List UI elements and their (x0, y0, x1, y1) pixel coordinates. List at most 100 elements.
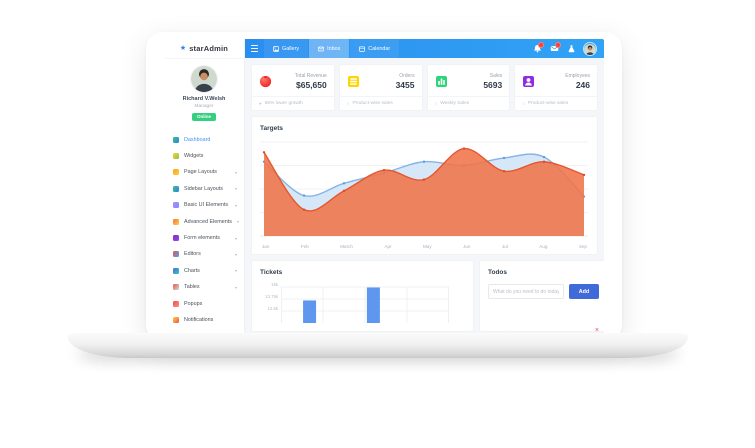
sidebar-item-label: Popups (184, 300, 203, 307)
sidebar-item-label: Charts (184, 267, 200, 274)
sidebar-item-sidebar-layouts[interactable]: Sidebar Layouts ▾ (173, 181, 244, 197)
form-elements-icon (173, 235, 179, 242)
avatar[interactable] (191, 66, 217, 92)
tab-gallery[interactable]: Gallery (264, 39, 309, 58)
todo-input[interactable] (488, 284, 564, 299)
sidebar-item-label: Notifications (184, 316, 214, 323)
bell-icon[interactable] (533, 42, 544, 53)
sidebar-item-page-layouts[interactable]: Page Layouts ▾ (173, 164, 244, 180)
todo-add-row: Add (488, 284, 599, 299)
sidebar-item-label: Basic UI Elements (184, 202, 229, 209)
sidebar-item-basic-ui-elements[interactable]: Basic UI Elements ▾ (173, 197, 244, 213)
stat-card-total-revenue: Total Revenue $65,650 ● 65% lower growth (252, 65, 334, 110)
stat-card-orders: Orders 3455 ○ Product-wise sales (339, 65, 422, 110)
x-tick-label: Jun (463, 244, 471, 249)
laptop-screen: ★ starAdmin Richard V.Welsh Manager (146, 32, 622, 341)
status-badge: Online (191, 112, 216, 121)
sidebar-item-editors[interactable]: Editors ▾ (173, 246, 244, 262)
stat-footer-text: Product-wise sales (352, 101, 393, 106)
tickets-card: Tickets 15k 13.75k 12.5k (252, 261, 473, 331)
tab-label: Inbox (327, 45, 341, 52)
stat-footer: ● 65% lower growth (252, 96, 334, 110)
sidebar-item-popups[interactable]: Popups (173, 295, 244, 311)
stat-card-sales: Sales 5693 ○ Weekly Sales (427, 65, 510, 110)
stat-label: Sales (489, 73, 503, 79)
stat-value: 3455 (395, 80, 415, 90)
chevron-down-icon: ▾ (234, 268, 237, 274)
brand-logo[interactable]: ★ starAdmin (164, 39, 244, 59)
chevron-down-icon: ▾ (234, 186, 237, 192)
top-navbar: Gallery Inbox Calendar (245, 39, 604, 58)
stat-footer-text: Weekly Sales (440, 101, 470, 106)
stat-footer-text: Product-wise sales (527, 101, 569, 106)
messages-icon[interactable] (550, 42, 561, 53)
navbar-actions (533, 39, 604, 58)
mail-icon (318, 46, 324, 51)
tab-inbox[interactable]: Inbox (309, 39, 350, 58)
stat-top: Orders 3455 (340, 65, 422, 96)
stat-text: Total Revenue $65,650 (295, 73, 327, 90)
sidebar-item-charts[interactable]: Charts ▾ (173, 263, 244, 279)
main-column: Gallery Inbox Calendar Total Revenue $65,65… (245, 39, 604, 340)
hamburger-menu-icon[interactable] (245, 39, 263, 58)
chevron-down-icon: ▾ (234, 202, 237, 208)
sidebar-item-label: Page Layouts (184, 169, 217, 176)
notification-badge (538, 42, 544, 48)
chevron-down-icon: ▾ (234, 284, 237, 290)
stat-top: Total Revenue $65,650 (252, 65, 334, 96)
sidebar-item-label: Dashboard (184, 136, 211, 143)
sidebar-item-widgets[interactable]: Widgets (173, 148, 244, 164)
stat-value: 5693 (483, 80, 503, 90)
x-tick-label: Feb (300, 244, 309, 249)
stat-card-employees: Employees 246 ○ Product-wise sales (515, 65, 597, 110)
star-icon: ★ (179, 45, 187, 52)
stat-text: Employees 246 (565, 73, 590, 90)
sidebar-item-advanced-elements[interactable]: Advanced Elements ▾ (173, 213, 244, 229)
sales-icon (435, 76, 447, 87)
x-tick-label: Sep (578, 244, 587, 249)
laptop-base (68, 333, 688, 358)
targets-x-axis: Jan Feb March Apr May Jun Jul Aug Sep (260, 242, 589, 249)
sidebar-item-tables[interactable]: Tables ▾ (173, 279, 244, 295)
sidebar-item-label: Form elements (184, 235, 220, 242)
sidebar-item-label: Editors (184, 251, 201, 258)
sidebar-item-dashboard[interactable]: Dashboard (173, 132, 244, 148)
employees-icon (523, 76, 535, 87)
flask-icon[interactable] (567, 44, 576, 53)
todo-remove-icon[interactable]: × (594, 327, 599, 334)
bottom-row: Tickets 15k 13.75k 12.5k Todos Add (252, 261, 604, 334)
page-layouts-icon (173, 169, 179, 176)
x-tick-label: Jul (501, 244, 508, 249)
stat-value: $65,650 (296, 80, 327, 90)
charts-icon (173, 267, 179, 274)
chevron-down-icon: ▾ (234, 169, 237, 175)
sidebar-nav: Dashboard Widgets Page Layouts ▾ Sidebar Lay… (164, 127, 244, 341)
x-tick-label: Apr (384, 244, 392, 249)
page-content: Total Revenue $65,650 ● 65% lower growth Ord… (245, 58, 604, 340)
navbar-avatar[interactable] (584, 43, 596, 55)
notifications-icon (173, 316, 179, 323)
tickets-bar-chart (281, 286, 449, 323)
y-tick-label: 12.5k (267, 306, 278, 311)
advanced-elements-icon (173, 218, 179, 225)
stat-footer-text: 65% lower growth (264, 101, 303, 106)
todos-card: Todos Add × (480, 261, 604, 334)
chevron-down-icon: ▾ (234, 251, 237, 257)
stat-label: Orders (399, 73, 415, 79)
add-todo-button[interactable]: Add (569, 284, 599, 299)
sidebar-item-notifications[interactable]: Notifications (173, 312, 244, 328)
stat-footer-icon: ○ (346, 101, 350, 106)
stat-footer: ○ Weekly Sales (427, 96, 510, 110)
stat-top: Employees 246 (515, 65, 597, 96)
revenue-icon (259, 75, 272, 88)
brand-name: starAdmin (189, 44, 229, 53)
tab-calendar[interactable]: Calendar (350, 39, 400, 58)
stat-label: Employees (565, 73, 590, 79)
todos-title: Todos (488, 269, 508, 276)
stat-text: Sales 5693 (483, 73, 502, 90)
image-icon (273, 45, 279, 52)
x-tick-label: Jan (262, 244, 270, 249)
sidebar-item-form-elements[interactable]: Form elements ▾ (173, 230, 244, 246)
x-tick-label: March (340, 244, 353, 249)
targets-area-chart (260, 141, 588, 237)
